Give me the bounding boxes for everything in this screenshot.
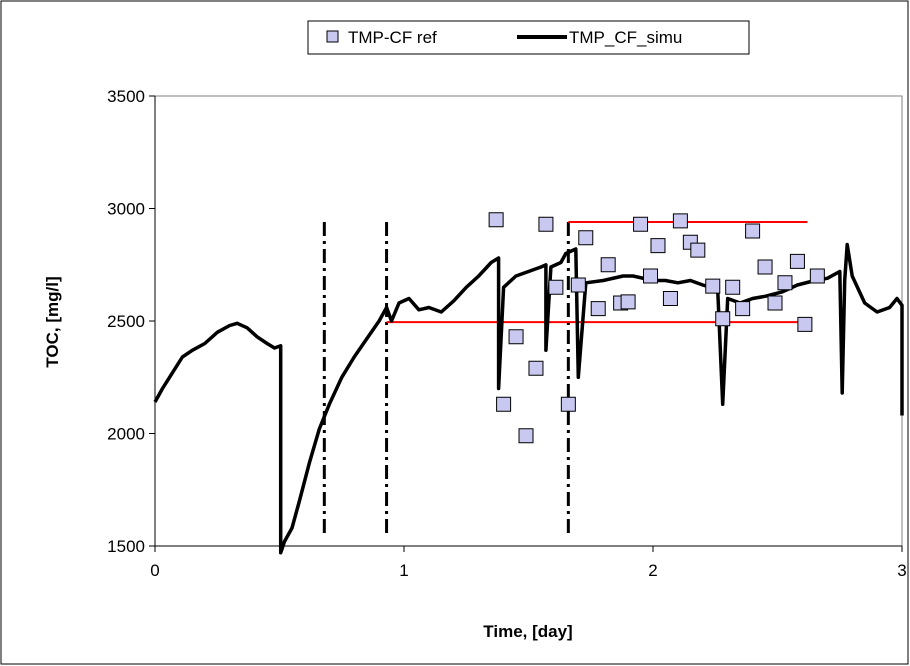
legend-label-simu: TMP_CF_simu: [569, 28, 682, 47]
ref-data-point: [705, 278, 721, 294]
ref-data-point: [528, 360, 544, 376]
ref-data-point: [690, 242, 706, 258]
ref-data-point: [662, 291, 678, 306]
x-tick-label: 0: [150, 561, 159, 580]
ref-data-point: [518, 428, 534, 444]
ref-data-point: [508, 329, 524, 345]
y-tick-label: 3000: [107, 200, 145, 219]
ref-data-point: [538, 216, 554, 232]
y-tick-label: 2000: [107, 425, 145, 444]
plot-area: [154, 95, 903, 547]
ref-data-point: [809, 268, 825, 284]
ref-data-point: [560, 396, 576, 412]
y-tick-label: 1500: [107, 537, 145, 556]
ref-data-point: [590, 301, 606, 317]
ref-data-point: [757, 259, 773, 275]
ref-data-point: [496, 396, 512, 412]
y-tick-label: 3500: [107, 87, 145, 106]
series: [153, 212, 904, 555]
y-axis: 1500 2000 2500 3000 3500: [107, 87, 156, 556]
ref-data-point: [600, 257, 616, 273]
simu-series-line: [153, 242, 904, 555]
ref-data-point: [735, 301, 751, 317]
ref-data-point: [789, 253, 805, 269]
ref-data-point: [715, 311, 731, 327]
x-axis-title: Time, [day]: [483, 622, 572, 641]
ref-data-point: [650, 238, 666, 254]
ref-data-point: [777, 275, 793, 291]
ref-data-point: [633, 216, 649, 232]
ref-data-point: [488, 212, 504, 228]
x-tick-label: 3: [897, 561, 906, 580]
ref-data-point: [578, 230, 594, 246]
ref-data-point: [797, 316, 813, 332]
x-tick-label: 1: [399, 561, 408, 580]
ref-data-point: [745, 223, 761, 239]
legend: TMP-CF ref TMP_CF_simu: [307, 20, 750, 55]
ref-data-point: [548, 279, 564, 295]
ref-data-point: [620, 294, 636, 310]
ref-data-point: [672, 213, 688, 229]
y-axis-title: TOC, [mg/l]: [43, 276, 62, 367]
ref-data-point: [570, 277, 586, 293]
y-tick-label: 2500: [107, 312, 145, 331]
ref-data-point: [643, 268, 659, 284]
x-tick-label: 2: [648, 561, 657, 580]
legend-square-marker: [326, 30, 339, 43]
ref-data-point: [725, 279, 741, 295]
legend-label-ref: TMP-CF ref: [348, 28, 437, 47]
ref-data-point: [767, 295, 783, 311]
